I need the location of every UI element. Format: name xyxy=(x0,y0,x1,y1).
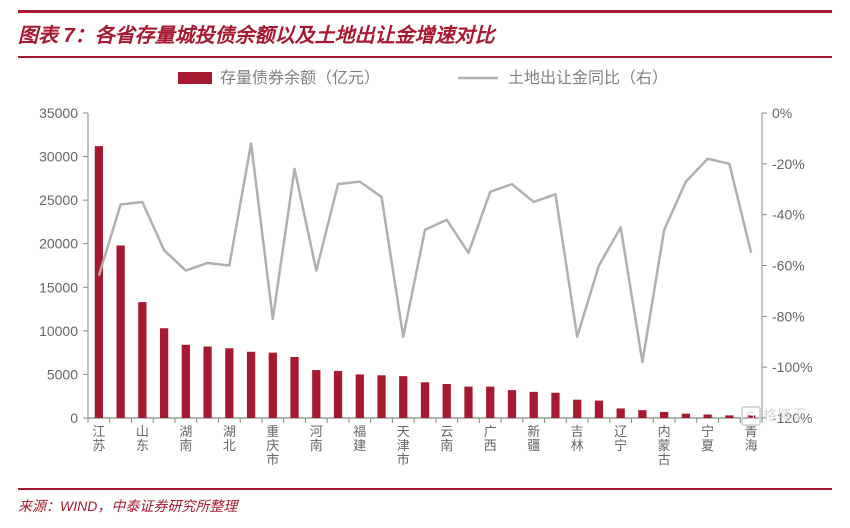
x-category-label: 福 xyxy=(353,424,366,439)
y-right-tick: -80% xyxy=(772,308,805,324)
x-category-label: 南 xyxy=(440,438,453,453)
combo-chart: 存量债券余额（亿元） 土地出让金同比（右） 0 5000 10000 15000 20000… xyxy=(18,58,832,488)
bar xyxy=(399,376,407,418)
bar xyxy=(573,400,581,418)
bar xyxy=(269,353,277,418)
x-category-label: 夏 xyxy=(701,438,714,453)
chart-source-bar: 来源：WIND，中泰证券研究所整理 xyxy=(18,488,832,516)
bar xyxy=(247,352,255,418)
chart-title-bar: 图表 7：各省存量城投债余额以及土地出让金增速对比 xyxy=(18,10,832,58)
legend-bar-swatch xyxy=(178,72,212,84)
bar xyxy=(225,348,233,418)
x-category-label: 重 xyxy=(266,424,279,439)
x-category-label: 江 xyxy=(92,424,105,439)
bar xyxy=(530,392,538,418)
bar xyxy=(356,374,364,418)
bar xyxy=(508,390,516,418)
x-category-label: 建 xyxy=(353,438,366,453)
y-right-tick: -40% xyxy=(772,207,805,223)
y-left-tick: 15000 xyxy=(39,279,78,295)
x-category-label: 南 xyxy=(179,438,192,453)
bar xyxy=(595,401,603,418)
bar xyxy=(617,408,625,418)
x-category-label: 新 xyxy=(527,424,540,439)
bar xyxy=(160,328,168,418)
y-right-tick: -100% xyxy=(772,359,812,375)
bar xyxy=(421,382,429,418)
x-category-label: 河 xyxy=(310,424,323,439)
x-category-label: 疆 xyxy=(527,438,540,453)
x-category-label: 海 xyxy=(745,438,758,453)
y-right-tick: -120% xyxy=(772,410,812,426)
chart-area: 存量债券余额（亿元） 土地出让金同比（右） 0 5000 10000 15000 20000… xyxy=(18,58,832,488)
y-left-tick: 25000 xyxy=(39,192,78,208)
x-category-label: 东 xyxy=(136,438,149,453)
bar xyxy=(747,415,755,418)
x-category-label: 云 xyxy=(440,424,453,439)
y-left-tick: 20000 xyxy=(39,236,78,252)
x-category-label: 湖 xyxy=(223,424,236,439)
x-category-label: 辽 xyxy=(614,424,627,439)
x-category-label: 北 xyxy=(223,438,236,453)
y-right-tick: -20% xyxy=(772,156,805,172)
x-category-label: 青 xyxy=(745,424,758,439)
y-right-tick: 0% xyxy=(772,105,792,121)
y-right-tick: -60% xyxy=(772,258,805,274)
x-category-label: 南 xyxy=(310,438,323,453)
y-left-tick: 30000 xyxy=(39,149,78,165)
chart-source-text: 来源：WIND，中泰证券研究所整理 xyxy=(18,498,237,514)
bar xyxy=(182,345,190,418)
bar xyxy=(443,384,451,418)
bar xyxy=(203,347,211,418)
x-category-label: 宁 xyxy=(701,424,714,439)
bar xyxy=(660,412,668,418)
y-left-tick: 0 xyxy=(70,410,78,426)
legend-bar-label: 存量债券余额（亿元） xyxy=(220,68,380,87)
x-category-label: 湖 xyxy=(179,424,192,439)
bar xyxy=(334,371,342,418)
chart-title-prefix: 图表 7： xyxy=(18,25,95,47)
bar xyxy=(290,357,298,418)
x-category-label: 古 xyxy=(658,452,671,467)
x-category-label: 宁 xyxy=(614,438,627,453)
x-category-label: 苏 xyxy=(92,438,105,453)
bar xyxy=(638,410,646,418)
x-category-label: 津 xyxy=(397,438,410,453)
legend-line-label: 土地出让金同比（右） xyxy=(508,69,668,87)
bar xyxy=(725,415,733,418)
bar xyxy=(486,387,494,418)
x-category-label: 吉 xyxy=(571,424,584,439)
x-category-label: 庆 xyxy=(266,438,279,453)
x-category-label: 市 xyxy=(397,452,410,467)
bar xyxy=(377,375,385,418)
x-category-label: 蒙 xyxy=(658,438,671,453)
y-left-tick: 5000 xyxy=(47,366,78,382)
y-left-tick: 10000 xyxy=(39,323,78,339)
bar xyxy=(682,414,690,418)
bar xyxy=(95,146,103,418)
x-category-label: 内 xyxy=(658,424,671,439)
y-left-tick: 35000 xyxy=(39,105,78,121)
x-category-label: 西 xyxy=(484,438,497,453)
x-category-label: 林 xyxy=(571,438,584,453)
bar xyxy=(704,415,712,418)
bar xyxy=(464,387,472,418)
bar xyxy=(138,302,146,418)
bar xyxy=(551,393,559,418)
chart-title-text: 各省存量城投债余额以及土地出让金增速对比 xyxy=(95,25,495,47)
x-category-label: 山 xyxy=(136,424,149,439)
x-category-label: 广 xyxy=(484,424,497,439)
x-category-label: 市 xyxy=(266,452,279,467)
bar xyxy=(116,245,124,418)
line-series xyxy=(99,144,751,363)
bar xyxy=(312,370,320,418)
x-category-label: 天 xyxy=(397,424,410,439)
